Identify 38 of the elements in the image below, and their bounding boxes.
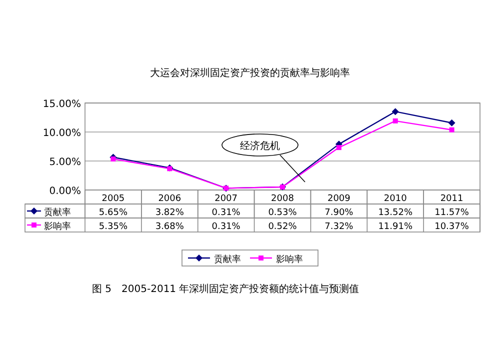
data-label: 5.65% <box>98 208 128 218</box>
data-label: 5.35% <box>98 222 128 232</box>
x-tick-label: 2007 <box>214 194 238 204</box>
data-label: 0.31% <box>212 208 241 218</box>
y-tick-label: 0.00% <box>49 186 81 197</box>
legend-label: 影响率 <box>44 221 71 232</box>
point <box>449 127 454 132</box>
data-label: 10.37% <box>434 222 470 232</box>
x-tick-label: 2009 <box>327 194 351 204</box>
text: 贡献率 <box>214 255 241 265</box>
data-label: 0.31% <box>212 222 241 232</box>
text: 影响率 <box>276 255 303 265</box>
data-label: 13.52% <box>378 208 413 218</box>
point <box>448 119 456 126</box>
x-tick-label: 2006 <box>158 194 182 204</box>
x-tick-label: 2005 <box>102 194 125 204</box>
point <box>392 108 399 116</box>
point <box>336 145 342 150</box>
caption: 图 5 2005-2011 年深圳固定资产投资额的统计值与预测值 <box>92 283 360 295</box>
annotation: 经济危机 <box>240 140 280 152</box>
legend-label: 贡献率 <box>44 207 71 218</box>
y-tick-label: 10.00% <box>42 128 81 139</box>
data-label: 7.32% <box>324 222 354 232</box>
data-label: 0.52% <box>268 222 298 232</box>
data-label: 0.53% <box>268 208 298 218</box>
y-tick-label: 5.00% <box>49 157 81 168</box>
y-tick-label: 15.00% <box>42 99 81 110</box>
x-tick-label: 2011 <box>440 194 464 204</box>
chart-title: 大运会对深圳固定资产投资的贡献率与影响率 <box>150 67 350 79</box>
data-label: 3.68% <box>155 222 184 232</box>
point <box>392 118 398 124</box>
x-tick-label: 2010 <box>384 194 408 204</box>
data-label: 11.57% <box>434 208 470 218</box>
x-tick-label: 2008 <box>271 194 294 204</box>
point <box>110 156 116 162</box>
data-label: 11.91% <box>378 222 413 232</box>
data-label: 3.82% <box>155 208 184 218</box>
data-label: 7.90% <box>324 208 354 218</box>
